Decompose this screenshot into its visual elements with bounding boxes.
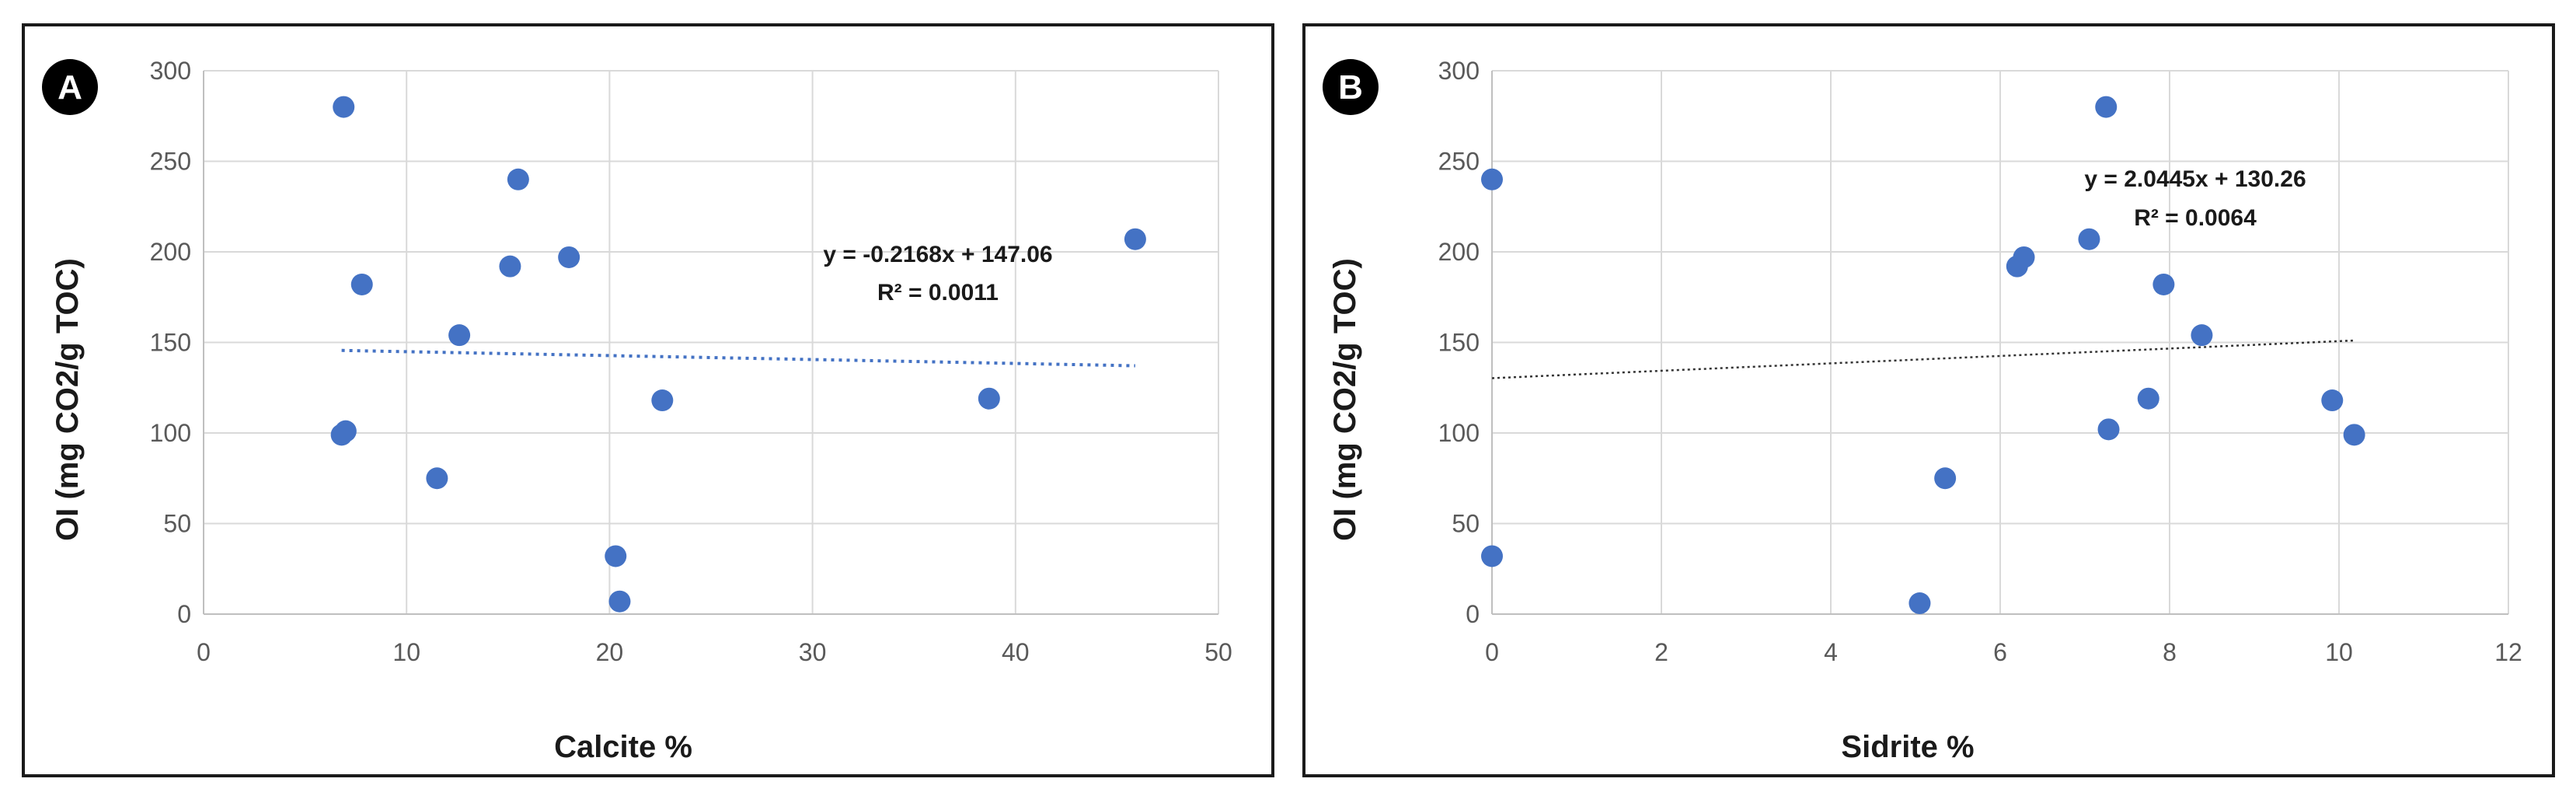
y-tick-label-a: 0 <box>177 600 191 628</box>
y-tick-label-a: 250 <box>150 148 191 176</box>
data-point-a <box>1124 228 1146 250</box>
panel-label-a: A <box>58 68 82 106</box>
data-point-a <box>426 467 448 490</box>
y-tick-label-a: 100 <box>150 419 191 447</box>
data-point-b <box>1481 545 1503 567</box>
data-point-a <box>558 246 580 268</box>
panel-label-b: B <box>1338 68 1363 106</box>
y-tick-label-b: 100 <box>1438 419 1480 447</box>
trendline-equation-a: y = -0.2168x + 147.06 <box>823 242 1052 267</box>
data-point-b <box>2321 389 2344 412</box>
y-tick-label-b: 50 <box>1452 510 1480 538</box>
x-tick-label-b: 6 <box>1993 638 2007 666</box>
y-tick-label-a: 150 <box>150 329 191 357</box>
x-tick-label-b: 12 <box>2494 638 2522 666</box>
x-axis-label-b: Sidrite % <box>1841 730 1974 764</box>
trendline-r2-a: R² = 0.0011 <box>877 280 999 305</box>
data-point-a <box>608 590 631 613</box>
x-tick-label-a: 40 <box>1002 638 1030 666</box>
trendline-a <box>341 348 1135 368</box>
x-tick-label-b: 8 <box>2163 638 2177 666</box>
chart-a-svg: 0 50 100 150 200 250 300 0 10 20 30 40 50 A Calcite … <box>42 57 1232 764</box>
y-tick-label-b: 0 <box>1466 600 1480 628</box>
y-axis-label-a: OI (mg CO2/g TOC) <box>51 258 85 541</box>
data-point-b <box>2191 324 2213 347</box>
data-point-a <box>350 273 373 295</box>
data-point-b <box>2097 418 2120 441</box>
data-point-a <box>333 96 355 118</box>
data-point-b <box>2343 424 2365 446</box>
x-tick-label-a: 0 <box>197 638 211 666</box>
panel-badge-b <box>1323 59 1379 115</box>
y-tick-label-b: 250 <box>1438 148 1480 176</box>
trendline-b <box>1491 339 2355 379</box>
trendline-equation-b: y = 2.0445x + 130.26 <box>2084 166 2306 192</box>
data-point-a <box>507 168 529 190</box>
data-point-a <box>605 545 627 567</box>
y-tick-label-a: 300 <box>150 57 191 85</box>
x-tick-label-b: 4 <box>1824 638 1838 666</box>
y-tick-label-b: 200 <box>1438 238 1480 266</box>
data-point-a <box>978 387 1000 410</box>
data-point-b <box>1934 467 1957 490</box>
y-axis-label-b: OI (mg CO2/g TOC) <box>1328 258 1362 541</box>
x-tick-label-b: 0 <box>1485 638 1499 666</box>
x-axis-label-a: Calcite % <box>554 730 692 764</box>
data-point-b <box>2137 387 2159 410</box>
data-point-b <box>1908 592 1931 615</box>
chart-panel-b: 0 50 100 150 200 250 300 0 2 4 6 8 10 12 B Sidrite % … <box>1302 23 2555 777</box>
data-point-a <box>330 424 353 446</box>
y-tick-label-a: 50 <box>163 510 191 538</box>
data-point-b <box>2006 255 2028 278</box>
x-tick-label-b: 2 <box>1654 638 1668 666</box>
data-point-b <box>2152 273 2175 295</box>
data-point-b <box>1481 168 1503 190</box>
data-point-b <box>2095 96 2118 118</box>
trendline-r2-b: R² = 0.0064 <box>2134 205 2257 231</box>
data-point-a <box>651 389 674 412</box>
x-tick-label-a: 30 <box>799 638 827 666</box>
data-point-b <box>2078 228 2100 250</box>
x-tick-label-a: 10 <box>392 638 420 666</box>
panel-badge-a <box>42 59 98 115</box>
y-tick-label-b: 300 <box>1438 57 1480 85</box>
y-tick-label-a: 200 <box>150 238 191 266</box>
chart-panel-a: 0 50 100 150 200 250 300 0 10 20 30 40 50 A Calcite … <box>22 23 1274 777</box>
data-point-a <box>448 324 471 347</box>
y-tick-label-b: 150 <box>1438 329 1480 357</box>
x-tick-label-b: 10 <box>2325 638 2353 666</box>
x-tick-label-a: 50 <box>1204 638 1232 666</box>
x-tick-label-a: 20 <box>596 638 624 666</box>
data-point-a <box>499 255 521 278</box>
